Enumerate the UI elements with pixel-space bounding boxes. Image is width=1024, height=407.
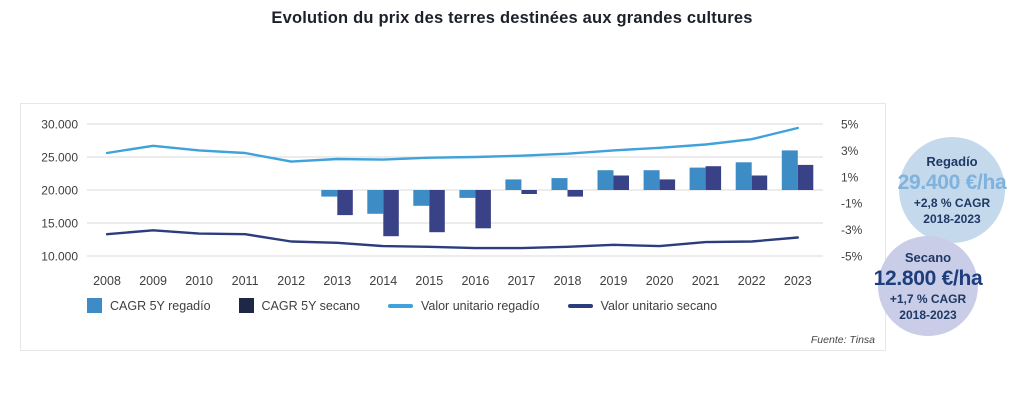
svg-text:2018: 2018	[554, 274, 582, 288]
price-evolution-chart: 30.000 25.000 20.000 15.000 10.000 5% 3% 1% -1% -…	[41, 118, 863, 289]
svg-text:1%: 1%	[841, 170, 859, 184]
svg-text:25.000: 25.000	[41, 151, 78, 165]
legend-item: CAGR 5Y regadío	[87, 298, 211, 313]
svg-text:2022: 2022	[738, 274, 766, 288]
secano-panel-period: 2018-2023	[899, 308, 957, 322]
svg-text:10.000: 10.000	[41, 250, 78, 264]
secano-panel-value: 12.800 €/ha	[873, 267, 983, 290]
svg-text:2019: 2019	[600, 274, 628, 288]
svg-text:20.000: 20.000	[41, 184, 78, 198]
svg-text:2020: 2020	[646, 274, 674, 288]
svg-text:2014: 2014	[369, 274, 397, 288]
svg-text:2023: 2023	[784, 274, 812, 288]
legend-item: Valor unitario secano	[567, 298, 718, 313]
svg-text:2012: 2012	[277, 274, 305, 288]
chart-card: 30.000 25.000 20.000 15.000 10.000 5% 3% 1% -1% -…	[20, 103, 886, 351]
svg-text:2021: 2021	[692, 274, 720, 288]
svg-text:-3%: -3%	[841, 223, 863, 237]
svg-text:-1%: -1%	[841, 197, 863, 211]
legend-item-label: CAGR 5Y regadío	[110, 298, 211, 313]
svg-text:-5%: -5%	[841, 250, 863, 264]
svg-text:2008: 2008	[93, 274, 121, 288]
svg-text:5%: 5%	[841, 118, 859, 132]
regadio-panel-title: Regadío	[926, 154, 978, 169]
source-note: Fuente: Tinsa	[810, 334, 875, 346]
svg-text:2011: 2011	[232, 274, 259, 288]
line-swatch-icon	[567, 303, 593, 308]
bar-swatch-icon	[238, 298, 254, 313]
legend: CAGR 5Y regadío CAGR 5Y secano Valor unita…	[87, 298, 717, 313]
svg-text:3%: 3%	[841, 144, 859, 158]
regadio-panel-period: 2018-2023	[923, 212, 981, 226]
line-swatch-icon	[387, 303, 413, 308]
svg-text:30.000: 30.000	[41, 118, 78, 132]
legend-item: Valor unitario regadío	[387, 298, 540, 313]
svg-text:2013: 2013	[323, 274, 351, 288]
legend-item: CAGR 5Y secano	[238, 298, 360, 313]
secano-summary-panel: Secano 12.800 €/ha +1,7 % CAGR 2018-2023	[874, 236, 983, 336]
legend-item-label: CAGR 5Y secano	[261, 298, 360, 313]
regadio-summary-panel: Regadío 29.400 €/ha +2,8 % CAGR 2018-202…	[897, 137, 1007, 243]
svg-text:2015: 2015	[415, 274, 443, 288]
svg-text:15.000: 15.000	[41, 217, 78, 231]
bar-swatch-icon	[87, 298, 102, 313]
page-title: Evolution du prix des terres destinées a…	[271, 9, 753, 27]
svg-text:2009: 2009	[139, 274, 167, 288]
regadio-panel-cagr: +2,8 % CAGR	[913, 196, 991, 210]
legend-item-label: Valor unitario secano	[600, 298, 718, 313]
legend-item-label: Valor unitario regadío	[420, 298, 540, 313]
regadio-panel-value: 29.400 €/ha	[897, 171, 1007, 194]
svg-text:2010: 2010	[185, 274, 213, 288]
secano-panel-title: Secano	[904, 250, 952, 265]
svg-text:2016: 2016	[461, 274, 489, 288]
svg-text:2017: 2017	[507, 274, 535, 288]
secano-panel-cagr: +1,7 % CAGR	[889, 292, 967, 306]
